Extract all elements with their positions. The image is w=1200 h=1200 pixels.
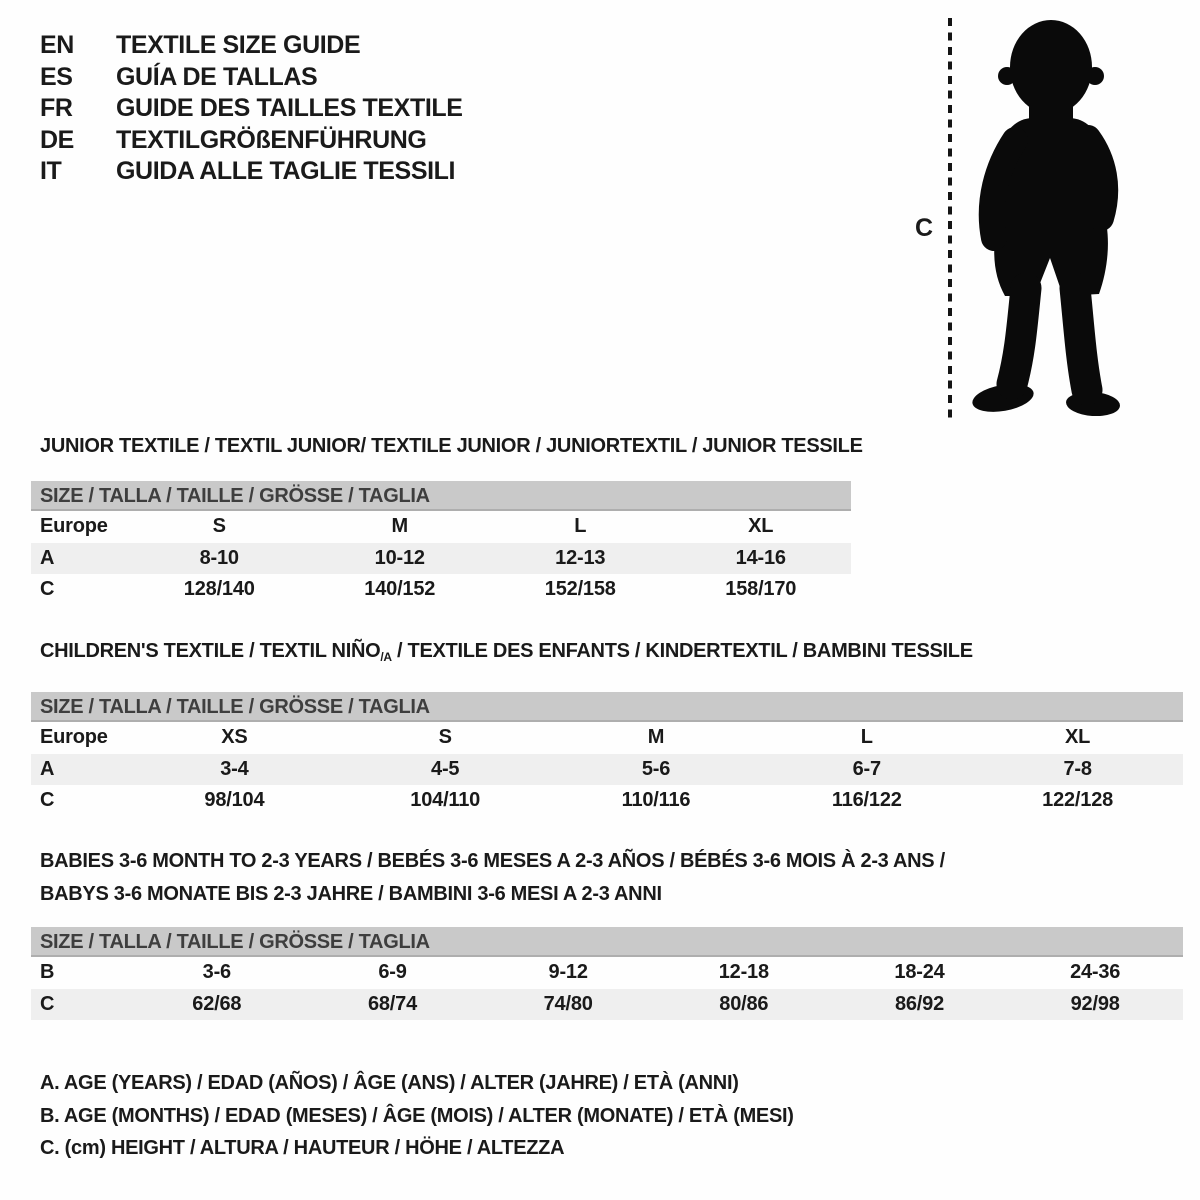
height-measure-dashed-line: [948, 18, 952, 418]
height-cell: 104/110: [410, 789, 481, 811]
language-code: IT: [40, 157, 62, 186]
size-header-bar: SIZE / TALLA / TAILLE / GRÖSSE / TAGLIA: [31, 692, 1183, 722]
language-code: DE: [40, 125, 74, 154]
height-cell: 128/140: [183, 578, 255, 600]
age-cell: 8-10: [199, 546, 239, 569]
row-label: A: [40, 757, 55, 780]
age-cell: 4-5: [431, 757, 460, 780]
size-header-bar: SIZE / TALLA / TAILLE / GRÖSSE / TAGLIA: [31, 927, 1183, 957]
age-cell: 9-12: [548, 961, 588, 983]
size-header-bar: SIZE / TALLA / TAILLE / GRÖSSE / TAGLIA: [31, 481, 851, 511]
legend-line-b: B. AGE (MONTHS) / EDAD (MESES) / ÂGE (MO…: [40, 1104, 794, 1127]
height-cell: 152/158: [544, 578, 616, 600]
babies-title-line2: BABYS 3-6 MONATE BIS 2-3 JAHRE / BAMBINI…: [40, 883, 662, 905]
table-row: C 62/68 68/74 74/80 80/86 86/92 92/98: [31, 988, 1183, 1020]
guide-title: GUÍA DE TALLAS: [116, 62, 318, 91]
junior-section-title: JUNIOR TEXTILE / TEXTIL JUNIOR/ TEXTILE …: [40, 435, 863, 457]
height-cell: 68/74: [367, 992, 418, 1015]
table-row: A 3-4 4-5 5-6 6-7 7-8: [31, 753, 1183, 785]
size-cell: S: [438, 726, 452, 748]
table-row: B 3-6 6-9 9-12 12-18 18-24 24-36: [31, 957, 1183, 989]
guide-title: TEXTILE SIZE GUIDE: [116, 31, 361, 59]
size-cell: M: [391, 515, 409, 537]
children-size-table: SIZE / TALLA / TAILLE / GRÖSSE / TAGLIA …: [31, 692, 1183, 817]
size-cell: L: [574, 515, 587, 537]
age-cell: 14-16: [735, 546, 786, 569]
size-cell: XL: [1065, 726, 1091, 748]
size-cell: L: [860, 726, 873, 748]
age-cell: 3-6: [202, 961, 232, 983]
babies-size-table: SIZE / TALLA / TAILLE / GRÖSSE / TAGLIA …: [31, 927, 1183, 1020]
size-cell: M: [647, 726, 665, 748]
height-cell: 86/92: [894, 992, 945, 1015]
age-cell: 5-6: [641, 757, 671, 780]
height-cell: 92/98: [1070, 992, 1120, 1015]
guide-title: GUIDA ALLE TAGLIE TESSILI: [116, 157, 456, 186]
height-cell: 80/86: [719, 992, 769, 1015]
guide-title: GUIDE DES TAILLES TEXTILE: [116, 94, 463, 123]
age-cell: 24-36: [1070, 961, 1121, 983]
height-cell: 140/152: [364, 578, 436, 600]
babies-section-title: BABIES 3-6 MONTH TO 2-3 YEARS / BEBÉS 3-…: [40, 845, 945, 911]
height-cell: 74/80: [543, 992, 593, 1015]
row-label: B: [40, 961, 55, 983]
children-section-title: CHILDREN'S TEXTILE / TEXTIL NIÑO/A / TEX…: [40, 640, 973, 664]
table-row: Europe S M L XL: [31, 511, 851, 543]
legend-line-a: A. AGE (YEARS) / EDAD (AÑOS) / ÂGE (ANS)…: [40, 1072, 739, 1094]
children-title-post: / TEXTILE DES ENFANTS / KINDERTEXTIL / B…: [391, 640, 973, 662]
language-title-list: EN TEXTILE SIZE GUIDE ES GUÍA DE TALLAS …: [40, 30, 463, 188]
language-code: FR: [40, 94, 73, 123]
height-cell: 98/104: [204, 789, 265, 811]
babies-title-line1: BABIES 3-6 MONTH TO 2-3 YEARS / BEBÉS 3-…: [40, 850, 945, 872]
height-cell: 158/170: [725, 578, 797, 600]
age-cell: 6-9: [378, 961, 407, 983]
legend-line-c: C. (cm) HEIGHT / ALTURA / HAUTEUR / HÖHE…: [40, 1137, 565, 1159]
age-cell: 7-8: [1063, 757, 1092, 780]
row-label: Europe: [40, 726, 108, 748]
age-cell: 12-18: [718, 961, 769, 983]
baby-silhouette-icon: [972, 20, 1120, 416]
size-cell: XL: [748, 515, 774, 537]
row-label: C: [40, 992, 55, 1015]
height-cell: 110/116: [621, 789, 691, 811]
table-row: A 8-10 10-12 12-13 14-16: [31, 542, 851, 574]
children-title-pre: CHILDREN'S TEXTILE / TEXTIL NIÑO: [40, 640, 381, 662]
row-label: C: [40, 578, 55, 600]
age-cell: 3-4: [220, 757, 249, 780]
junior-size-table: SIZE / TALLA / TAILLE / GRÖSSE / TAGLIA …: [31, 481, 851, 606]
age-cell: 12-13: [555, 546, 606, 569]
table-row: Europe XS S M L XL: [31, 722, 1183, 754]
language-code: ES: [40, 62, 73, 91]
row-label: Europe: [40, 515, 108, 537]
row-label: A: [40, 546, 55, 569]
language-code: EN: [40, 31, 74, 59]
guide-title: TEXTILGRÖßENFÜHRUNG: [116, 125, 427, 154]
children-title-sub: /A: [380, 650, 392, 664]
row-label: C: [40, 789, 55, 811]
measurement-legend: A. AGE (YEARS) / EDAD (AÑOS) / ÂGE (ANS)…: [40, 1067, 794, 1165]
table-row: C 128/140 140/152 152/158 158/170: [31, 574, 851, 606]
size-cell: S: [212, 515, 226, 537]
height-cell: 116/122: [831, 789, 902, 811]
height-cell: 122/128: [1042, 789, 1114, 811]
height-cell: 62/68: [192, 992, 242, 1015]
height-measure-label: C: [915, 214, 934, 242]
table-row: C 98/104 104/110 110/116 116/122 122/128: [31, 785, 1183, 817]
size-cell: XS: [221, 726, 248, 748]
age-cell: 10-12: [374, 546, 425, 569]
age-cell: 18-24: [894, 961, 945, 983]
age-cell: 6-7: [852, 757, 882, 780]
